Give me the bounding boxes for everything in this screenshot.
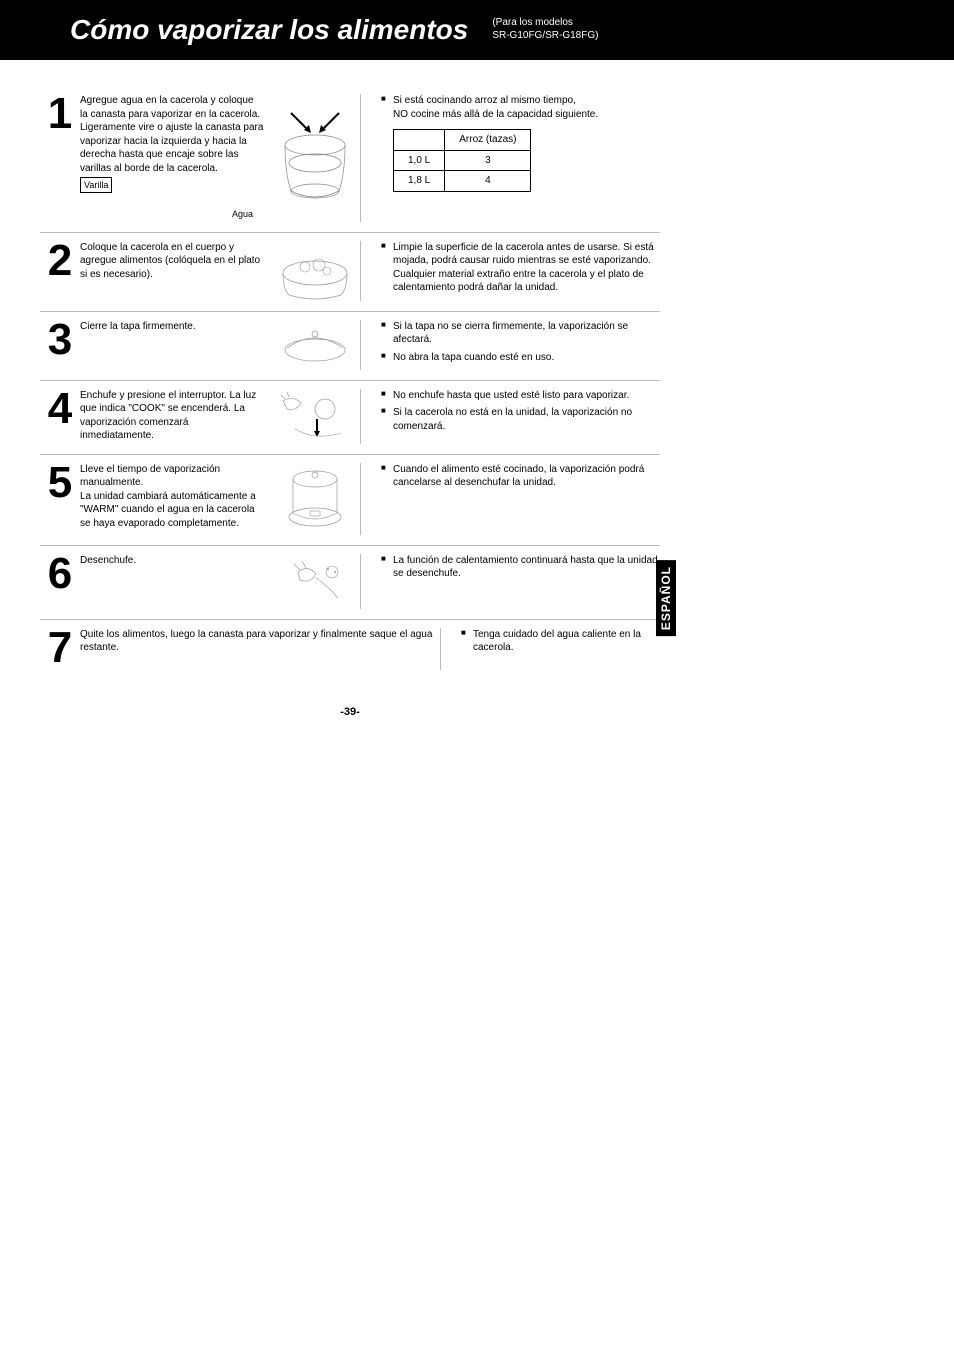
page-subtitle: (Para los modelos SR-G10FG/SR-G18FG) [492,16,598,46]
cooker-unit-icon [270,463,360,535]
step-left: Lleve el tiempo de vaporización manualme… [80,463,360,535]
content-area: ESPAÑOL 1 Agregue agua en la cacerola y … [30,60,670,728]
step-number: 3 [40,320,80,370]
step-number: 5 [40,463,80,535]
note-item: Si la cacerola no está en la unidad, la … [381,406,660,433]
table-header [394,130,445,151]
step-left: Cierre la tapa firmemente. [80,320,360,370]
step-number: 7 [40,628,80,670]
step-notes: La función de calentamiento continuará h… [360,554,660,609]
step-notes: No enchufe hasta que usted esté listo pa… [360,389,660,444]
unplug-icon [270,554,360,609]
step-notes: Cuando el alimento esté cocinado, la vap… [360,463,660,535]
page-title: Cómo vaporizar los alimentos [70,14,468,46]
table-row: 1,0 L 3 [394,150,531,171]
step-left: Desenchufe. [80,554,360,609]
table-cell: 3 [445,150,531,171]
step-text: Lleve el tiempo de vaporización manualme… [80,463,264,535]
table-cell: 1,8 L [394,171,445,192]
step-number: 2 [40,241,80,301]
step-left: Enchufe y presione el interruptor. La lu… [80,389,360,444]
basket-water-icon [270,94,360,222]
step-row: 6 Desenchufe. La función de calentamient… [40,546,660,620]
step-number: 1 [40,94,80,222]
step-text: Cierre la tapa firmemente. [80,320,264,370]
rice-capacity-table: Arroz (tazas) 1,0 L 3 1,8 L 4 [393,129,531,192]
step-row: 7 Quite los alimentos, luego la canasta … [40,620,660,680]
step-row: 3 Cierre la tapa firmemente. Si la tapa … [40,312,660,381]
header-bar: Cómo vaporizar los alimentos (Para los m… [0,0,954,60]
step-row: 1 Agregue agua en la cacerola y coloque … [40,86,660,233]
note-item: Limpie la superficie de la cacerola ante… [381,241,660,295]
note-item: La función de calentamiento continuará h… [381,554,660,581]
step-text: Desenchufe. [80,554,264,609]
step-text: Enchufe y presione el interruptor. La lu… [80,389,264,444]
note-item: Cuando el alimento esté cocinado, la vap… [381,463,660,490]
food-basket-icon [270,241,360,301]
step-row: 2 Coloque la cacerola en el cuerpo y agr… [40,233,660,312]
note-item: No abra la tapa cuando esté en uso. [381,351,660,365]
step-number: 4 [40,389,80,444]
table-row: 1,8 L 4 [394,171,531,192]
note-item: No enchufe hasta que usted esté listo pa… [381,389,660,403]
step-left: Agregue agua en la cacerola y coloque la… [80,94,360,222]
plug-switch-icon [270,389,360,444]
note-item: Si está cocinando arroz al mismo tiempo,… [381,94,660,121]
step-text: Quite los alimentos, luego la canasta pa… [80,628,440,670]
step-left: Quite los alimentos, luego la canasta pa… [80,628,440,670]
page-number: -39- [40,706,660,718]
step-instruction: Agregue agua en la cacerola y coloque la… [80,95,263,174]
step-notes: Tenga cuidado del agua caliente en la ca… [440,628,660,670]
step-row: 5 Lleve el tiempo de vaporización manual… [40,455,660,546]
step-left: Coloque la cacerola en el cuerpo y agreg… [80,241,360,301]
step-notes: Si la tapa no se cierra firmemente, la v… [360,320,660,370]
step-row: 4 Enchufe y presione el interruptor. La … [40,381,660,455]
agua-label: Agua [229,207,256,221]
table-header: Arroz (tazas) [445,130,531,151]
step-notes: Limpie la superficie de la cacerola ante… [360,241,660,301]
step-number: 6 [40,554,80,609]
lid-icon [270,320,360,370]
step-text: Agregue agua en la cacerola y coloque la… [80,94,264,222]
note-item: Si la tapa no se cierra firmemente, la v… [381,320,660,347]
table-cell: 1,0 L [394,150,445,171]
step-notes: Si está cocinando arroz al mismo tiempo,… [360,94,660,222]
note-item: Tenga cuidado del agua caliente en la ca… [461,628,660,655]
table-cell: 4 [445,171,531,192]
varilla-label: Varilla [80,177,112,193]
step-text: Coloque la cacerola en el cuerpo y agreg… [80,241,264,301]
